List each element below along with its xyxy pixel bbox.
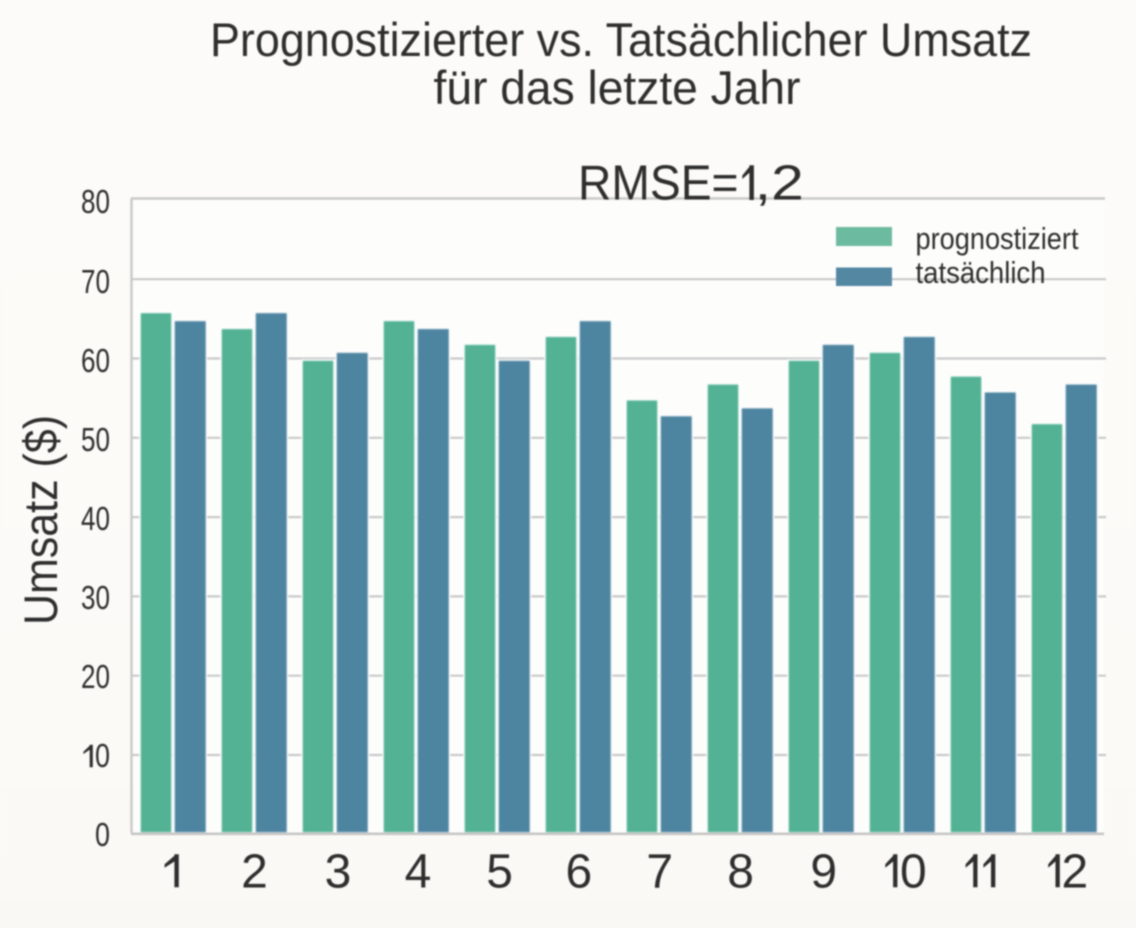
svg-text:tatsächlich: tatsächlich xyxy=(916,255,1046,290)
svg-text:50: 50 xyxy=(81,421,110,458)
svg-text:6: 6 xyxy=(565,845,592,898)
svg-text:9: 9 xyxy=(810,845,837,898)
svg-text:70: 70 xyxy=(81,263,110,300)
svg-text:Umsatz ($): Umsatz ($) xyxy=(14,415,67,625)
svg-text:0: 0 xyxy=(95,737,110,774)
svg-text:4: 4 xyxy=(405,845,432,898)
svg-text:20: 20 xyxy=(81,658,110,695)
svg-text:,2: ,2 xyxy=(755,157,804,211)
svg-text:7: 7 xyxy=(646,845,673,898)
svg-text:8: 8 xyxy=(727,845,754,898)
svg-text:0: 0 xyxy=(900,845,927,898)
svg-text:RMSE=: RMSE= xyxy=(578,157,739,211)
svg-text:prognostiziert: prognostiziert xyxy=(916,221,1079,256)
svg-text:Prognostizierter vs. Tatsächli: Prognostizierter vs. Tatsächlicher Umsat… xyxy=(210,13,1032,66)
svg-text:2: 2 xyxy=(1062,845,1089,898)
svg-text:für das letzte Jahr: für das letzte Jahr xyxy=(434,61,801,114)
svg-text:5: 5 xyxy=(486,845,513,898)
svg-text:0: 0 xyxy=(95,816,110,853)
svg-text:80: 80 xyxy=(81,183,110,220)
svg-text:30: 30 xyxy=(81,579,110,616)
svg-text:2: 2 xyxy=(241,845,268,898)
svg-text:60: 60 xyxy=(81,342,110,379)
svg-text:40: 40 xyxy=(81,500,110,537)
svg-text:3: 3 xyxy=(325,845,352,898)
